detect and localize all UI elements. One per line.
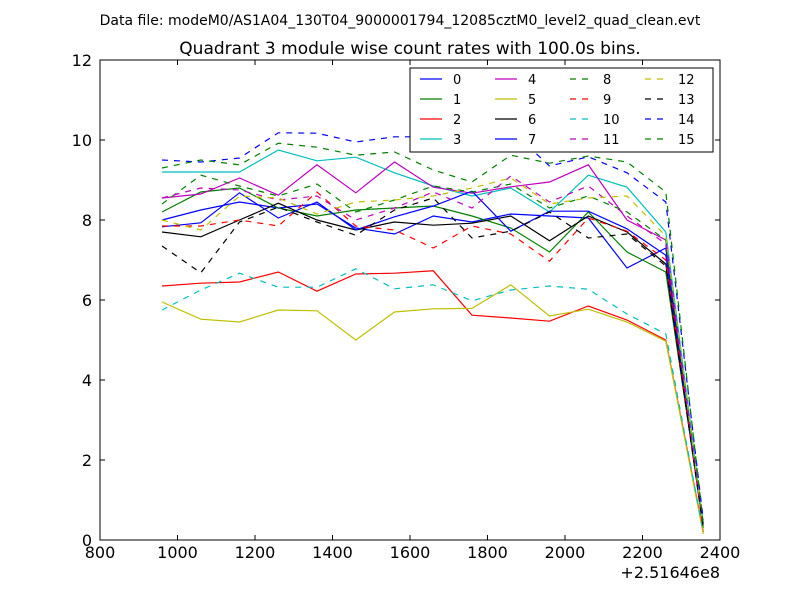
series-line-1	[161, 187, 704, 525]
series-line-13	[161, 197, 704, 529]
legend-label-5: 5	[528, 93, 536, 108]
y-tick-label: 12	[72, 51, 92, 70]
legend-label-0: 0	[453, 73, 461, 88]
x-tick-label: 1800	[467, 543, 508, 562]
series-layer	[161, 129, 704, 535]
legend-label-1: 1	[453, 93, 461, 108]
legend-label-3: 3	[453, 133, 461, 148]
x-tick-label: 2000	[545, 543, 586, 562]
series-line-6	[161, 202, 704, 529]
legend-label-9: 9	[603, 93, 611, 108]
x-tick-label: 2400	[700, 543, 741, 562]
chart-suptitle: Data file: modeM0/AS1A04_130T04_90000017…	[100, 13, 701, 29]
series-line-5	[161, 284, 704, 535]
x-tick-label: 2200	[622, 543, 663, 562]
series-line-10	[161, 268, 704, 533]
series-line-0	[161, 201, 704, 529]
legend-label-14: 14	[678, 113, 695, 128]
series-line-7	[161, 190, 704, 529]
legend-frame	[409, 67, 714, 153]
y-tick-label: 6	[82, 291, 92, 310]
y-tick-label: 4	[82, 371, 92, 390]
x-offset-label: +2.51646e8	[620, 563, 720, 582]
series-line-9	[162, 191, 704, 529]
series-line-14	[161, 129, 704, 521]
x-tick-label: 800	[85, 543, 116, 562]
x-tick-label: 1200	[235, 543, 276, 562]
legend-label-6: 6	[528, 113, 536, 128]
x-tick-label: 1600	[390, 543, 431, 562]
series-line-15	[161, 142, 704, 525]
legend-label-7: 7	[528, 133, 536, 148]
series-line-11	[161, 175, 704, 529]
legend-label-2: 2	[453, 113, 461, 128]
legend-label-13: 13	[678, 93, 695, 108]
legend-label-15: 15	[678, 133, 695, 148]
legend-label-4: 4	[528, 73, 536, 88]
series-line-12	[161, 177, 704, 529]
series-line-8	[161, 174, 704, 529]
y-tick-label: 10	[72, 131, 92, 150]
y-tick-label: 0	[82, 531, 92, 550]
y-tick-label: 8	[82, 211, 92, 230]
series-line-4	[161, 161, 704, 529]
legend-label-11: 11	[603, 133, 620, 148]
series-line-2	[161, 270, 704, 533]
legend-label-10: 10	[603, 113, 620, 128]
series-line-3	[162, 149, 704, 525]
legend-label-12: 12	[678, 73, 695, 88]
legend-label-8: 8	[603, 73, 611, 88]
ticks-layer: 800 1000 1200 1400 1600 1800 2000 2200 2400 0 2 4 6 8…	[72, 51, 741, 562]
x-tick-label: 1000	[157, 543, 198, 562]
y-tick-label: 2	[82, 451, 92, 470]
chart-title: Quadrant 3 module wise count rates with …	[179, 39, 640, 59]
x-tick-label: 1400	[312, 543, 353, 562]
